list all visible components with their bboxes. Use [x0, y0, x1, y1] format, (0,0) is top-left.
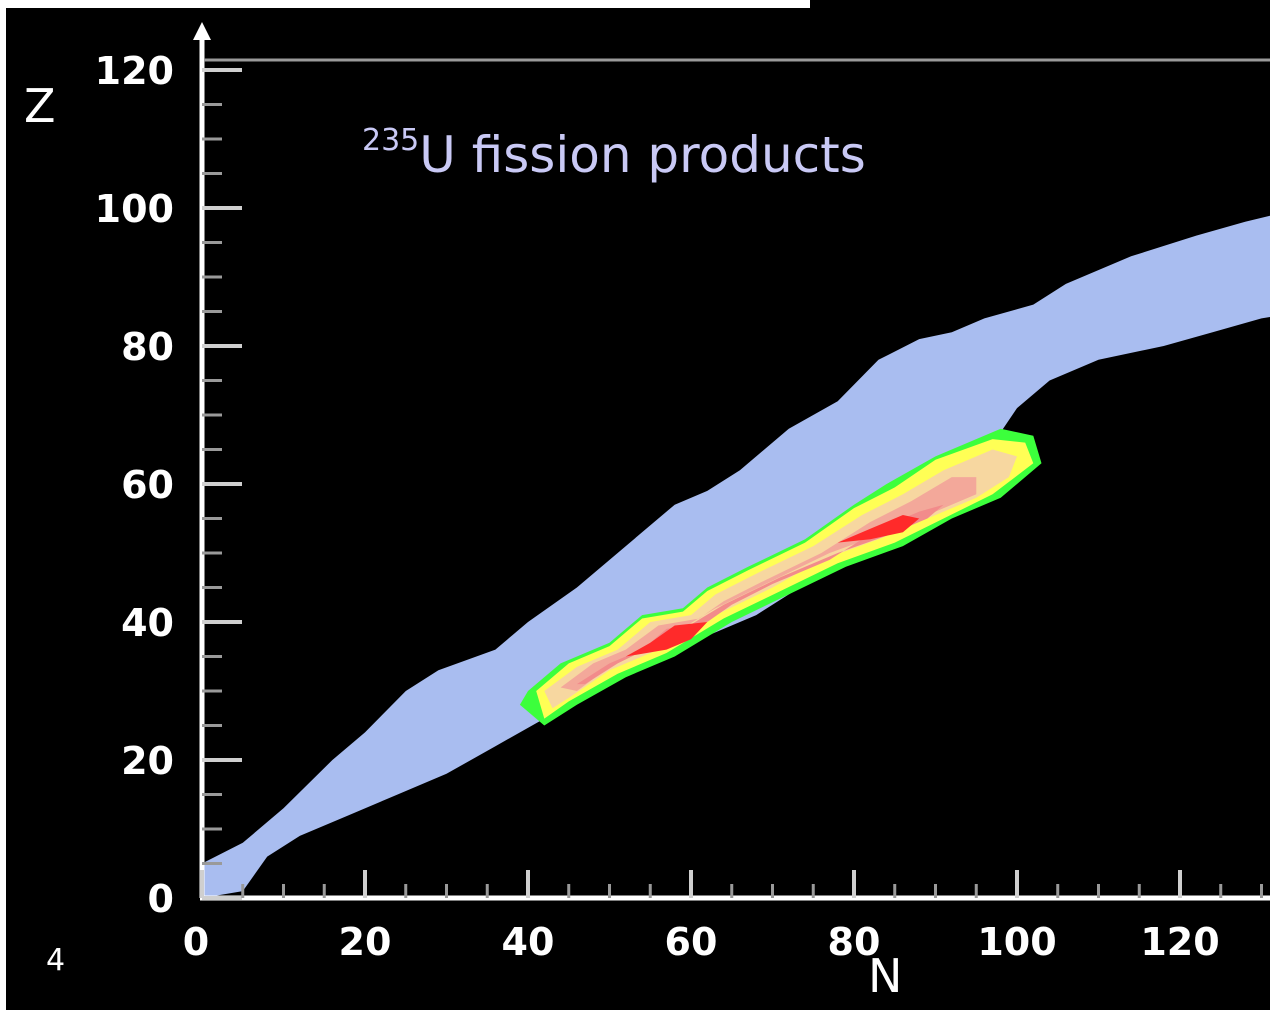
y-tick-label: 120	[95, 49, 174, 93]
axis-ticks	[200, 68, 1263, 900]
x-tick-label: 60	[665, 920, 718, 964]
chart-title-superscript: 235	[362, 123, 419, 158]
chart-title-text: U fission products	[419, 126, 866, 184]
chart-title: 235U fission products	[362, 123, 866, 184]
x-tick-label: 40	[502, 920, 555, 964]
chart-regions	[202, 215, 1270, 898]
y-axis-arrow	[193, 22, 211, 40]
page-number: 4	[46, 943, 65, 978]
y-tick-label: 0	[148, 877, 174, 921]
x-tick-label: 80	[828, 920, 881, 964]
top-border-strip	[0, 0, 810, 8]
x-tick-label: 20	[339, 920, 392, 964]
yield-peak-heavy	[837, 515, 920, 543]
yield-peak-light	[625, 622, 708, 657]
x-tick-label: 120	[1140, 920, 1219, 964]
left-border-strip	[0, 0, 6, 1010]
y-tick-label: 60	[121, 463, 174, 507]
known-nuclei-band	[202, 215, 1270, 898]
x-axis-title: N	[868, 949, 902, 1003]
y-tick-label: 80	[121, 325, 174, 369]
x-tick-label: 0	[183, 920, 209, 964]
y-tick-label: 40	[121, 601, 174, 645]
y-axis-title: Z	[24, 79, 56, 133]
y-tick-label: 20	[121, 739, 174, 783]
y-tick-label: 100	[95, 187, 174, 231]
x-tick-label: 100	[977, 920, 1056, 964]
axis-tick-labels: 0 20 40 60 80 100 120 0 20 40 60 80 100 120	[95, 49, 1220, 964]
chart-axes	[193, 22, 1270, 901]
